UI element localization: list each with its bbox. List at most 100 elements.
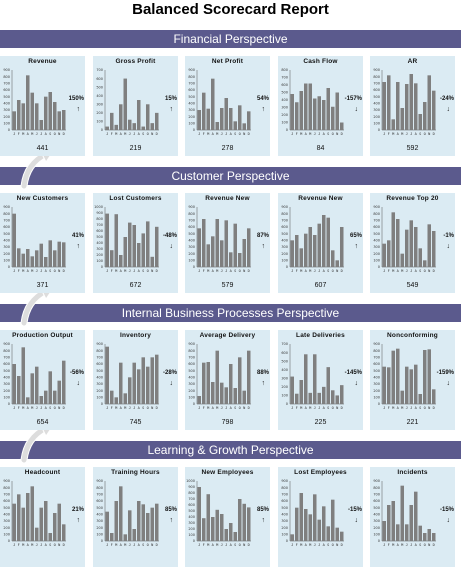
- x-tick-label: A: [45, 543, 48, 547]
- arrow-down-icon: ↓: [354, 106, 359, 113]
- x-tick-label: F: [296, 269, 298, 273]
- x-tick-label: D: [156, 543, 158, 547]
- bar: [197, 110, 201, 130]
- x-tick-label: D: [63, 269, 65, 273]
- y-tick-label: 300: [281, 106, 288, 110]
- y-tick-label: 500: [281, 359, 288, 363]
- x-tick-label: D: [248, 132, 250, 136]
- current-value: 84: [316, 145, 325, 152]
- y-tick-label: 600: [96, 499, 103, 503]
- current-value: 225: [314, 419, 327, 426]
- x-tick-label: F: [18, 269, 20, 273]
- y-tick-label: 700: [3, 493, 10, 497]
- x-tick-label: M: [401, 269, 404, 273]
- bar: [52, 250, 57, 267]
- bar: [145, 221, 150, 267]
- bar: [382, 521, 386, 541]
- bar: [321, 215, 326, 267]
- bar: [219, 514, 224, 541]
- bar: [206, 494, 211, 541]
- bar: [326, 526, 330, 541]
- bar: [12, 364, 16, 404]
- bar: [422, 350, 427, 404]
- bar: [141, 126, 145, 130]
- change-percent: 21%: [71, 507, 84, 513]
- bar: [132, 123, 136, 130]
- y-tick-label: 700: [281, 342, 288, 346]
- bar: [12, 503, 16, 541]
- x-tick-label: J: [13, 543, 15, 547]
- bar: [206, 108, 211, 130]
- bar: [387, 75, 391, 130]
- bar: [431, 231, 436, 267]
- x-tick-label: A: [120, 543, 123, 547]
- x-tick-label: O: [332, 543, 334, 547]
- y-tick-label: 300: [281, 376, 288, 380]
- bar: [312, 235, 317, 267]
- bar: [197, 487, 201, 541]
- x-tick-label: O: [239, 132, 241, 136]
- x-tick-label: S: [142, 132, 144, 136]
- x-tick-label: A: [212, 406, 215, 410]
- x-tick-label: J: [410, 132, 412, 136]
- y-tick-label: 800: [96, 349, 103, 353]
- y-tick-label: 700: [96, 356, 103, 360]
- y-tick-label: 900: [96, 211, 103, 215]
- bar: [242, 239, 246, 267]
- x-tick-label: O: [54, 269, 56, 273]
- bar: [57, 111, 61, 130]
- bar: [21, 507, 26, 541]
- y-tick-label: 500: [373, 369, 380, 373]
- bar: [391, 501, 396, 541]
- bar: [26, 493, 30, 541]
- y-tick-label: 400: [96, 513, 103, 517]
- x-tick-label: J: [36, 269, 38, 273]
- x-tick-label: J: [221, 406, 223, 410]
- change-percent: 87%: [256, 233, 269, 239]
- y-tick-label: 400: [281, 98, 288, 102]
- bar: [299, 380, 304, 404]
- y-tick-label: 900: [3, 205, 10, 209]
- x-tick-label: M: [22, 406, 25, 410]
- bar: [136, 100, 141, 130]
- change-percent: 65%: [349, 233, 362, 239]
- bar: [150, 507, 154, 541]
- bar: [202, 92, 206, 130]
- x-tick-label: N: [243, 543, 245, 547]
- chart-panel-revenue: Revenue 0 100 200 300 400 500 600 700 800 900 J F M A M…: [0, 56, 85, 156]
- x-tick-label: N: [151, 269, 153, 273]
- chart-title: Revenue New: [298, 195, 343, 202]
- bar: [413, 491, 418, 541]
- bar: [154, 503, 159, 541]
- x-tick-label: A: [397, 132, 400, 136]
- y-tick-label: 700: [188, 219, 195, 223]
- bar: [299, 91, 304, 130]
- change-percent: -1%: [443, 233, 454, 239]
- bar: [242, 123, 246, 130]
- y-tick-label: 200: [3, 389, 10, 393]
- bar: [387, 367, 391, 404]
- y-tick-label: 0: [193, 128, 195, 132]
- bar: [219, 108, 224, 130]
- y-tick-label: 100: [96, 396, 103, 400]
- change-percent: -56%: [69, 370, 84, 376]
- y-tick-label: 800: [3, 212, 10, 216]
- bar: [295, 507, 299, 541]
- x-tick-label: S: [49, 406, 51, 410]
- x-tick-label: A: [120, 132, 123, 136]
- y-tick-label: 200: [373, 252, 380, 256]
- bar: [105, 346, 109, 404]
- chart-panel-net-profit: Net Profit 0 100 200 300 400 500 600 700 800 900 J F…: [185, 56, 270, 156]
- x-tick-label: F: [203, 132, 205, 136]
- y-tick-label: 1000: [94, 205, 103, 209]
- bar: [321, 506, 326, 541]
- y-tick-label: 400: [3, 513, 10, 517]
- chart-title: Incidents: [397, 469, 428, 476]
- x-tick-label: M: [309, 543, 312, 547]
- bar: [335, 260, 339, 267]
- bar: [242, 503, 246, 541]
- bar: [12, 111, 16, 130]
- x-tick-label: J: [291, 406, 293, 410]
- bar: [26, 249, 30, 267]
